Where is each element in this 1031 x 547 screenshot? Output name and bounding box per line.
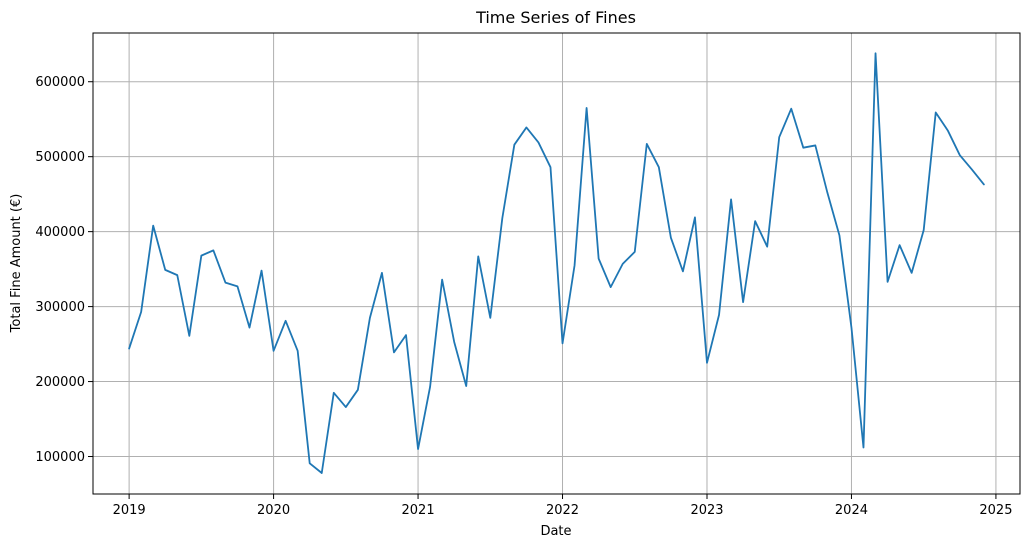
data-point bbox=[911, 272, 913, 274]
series-line bbox=[128, 52, 985, 474]
data-point bbox=[610, 286, 612, 288]
data-point bbox=[670, 237, 672, 239]
data-point bbox=[838, 234, 840, 236]
x-axis-label: Date bbox=[540, 524, 571, 539]
y-tick-label: 500000 bbox=[35, 150, 85, 165]
data-point bbox=[212, 249, 214, 251]
chart-title: Time Series of Fines bbox=[475, 8, 636, 27]
data-point bbox=[706, 362, 708, 364]
data-point bbox=[935, 111, 937, 113]
x-tick-label: 2024 bbox=[835, 503, 868, 518]
data-point bbox=[128, 348, 130, 350]
data-point bbox=[682, 270, 684, 272]
y-tick-label: 100000 bbox=[35, 450, 85, 465]
x-tick-label: 2022 bbox=[546, 503, 579, 518]
y-axis-label: Total Fine Amount (€) bbox=[9, 194, 24, 334]
data-point bbox=[393, 351, 395, 353]
data-point bbox=[778, 136, 780, 138]
data-point bbox=[525, 126, 527, 128]
data-point bbox=[862, 447, 864, 449]
data-point bbox=[598, 258, 600, 260]
data-point bbox=[224, 282, 226, 284]
data-point bbox=[875, 52, 877, 54]
data-point bbox=[742, 301, 744, 303]
data-point bbox=[718, 314, 720, 316]
data-point bbox=[441, 279, 443, 281]
data-point bbox=[754, 220, 756, 222]
x-tick-label: 2025 bbox=[979, 503, 1012, 518]
data-point bbox=[814, 144, 816, 146]
data-point bbox=[453, 341, 455, 343]
data-point bbox=[200, 255, 202, 257]
data-point bbox=[188, 335, 190, 337]
y-tick-label: 600000 bbox=[35, 75, 85, 90]
data-point bbox=[694, 216, 696, 218]
plot-frame bbox=[92, 32, 1021, 495]
data-point bbox=[899, 244, 901, 246]
data-point bbox=[622, 263, 624, 265]
data-point bbox=[381, 272, 383, 274]
data-point bbox=[549, 166, 551, 168]
data-point bbox=[152, 225, 154, 227]
data-point bbox=[959, 154, 961, 156]
data-point bbox=[297, 350, 299, 352]
x-tick-label: 2021 bbox=[402, 503, 435, 518]
ticks: 2019 2020 2021 2022 2023 2024 2025 100000 200000… bbox=[35, 75, 1012, 518]
data-point bbox=[249, 327, 251, 329]
data-point bbox=[489, 317, 491, 319]
data-point bbox=[164, 269, 166, 271]
data-point bbox=[417, 448, 419, 450]
data-point bbox=[802, 147, 804, 149]
data-point bbox=[983, 183, 985, 185]
data-point bbox=[309, 462, 311, 464]
data-point bbox=[971, 168, 973, 170]
data-point bbox=[766, 246, 768, 248]
data-point bbox=[140, 311, 142, 313]
data-point bbox=[574, 264, 576, 266]
data-point bbox=[790, 108, 792, 110]
series-layer bbox=[128, 52, 985, 474]
data-point bbox=[176, 274, 178, 276]
data-point bbox=[586, 107, 588, 109]
data-point bbox=[429, 386, 431, 388]
data-point bbox=[321, 472, 323, 474]
data-point bbox=[261, 270, 263, 272]
data-point bbox=[826, 192, 828, 194]
y-tick-label: 300000 bbox=[35, 300, 85, 315]
data-point bbox=[923, 229, 925, 231]
x-tick-label: 2019 bbox=[113, 503, 146, 518]
y-tick-label: 200000 bbox=[35, 375, 85, 390]
data-point bbox=[730, 198, 732, 200]
data-point bbox=[947, 129, 949, 131]
x-tick-label: 2023 bbox=[690, 503, 723, 518]
data-point bbox=[405, 334, 407, 336]
data-point bbox=[273, 350, 275, 352]
grid bbox=[93, 33, 1020, 494]
x-tick-label: 2020 bbox=[257, 503, 290, 518]
data-point bbox=[477, 255, 479, 257]
data-point bbox=[887, 281, 889, 283]
data-point bbox=[465, 385, 467, 387]
data-point bbox=[357, 389, 359, 391]
data-point bbox=[501, 217, 503, 219]
data-point bbox=[646, 143, 648, 145]
data-point bbox=[658, 166, 660, 168]
data-point bbox=[634, 251, 636, 253]
data-point bbox=[285, 320, 287, 322]
data-point bbox=[562, 342, 564, 344]
data-point bbox=[850, 327, 852, 329]
data-point bbox=[369, 317, 371, 319]
data-point bbox=[345, 406, 347, 408]
y-tick-label: 400000 bbox=[35, 225, 85, 240]
data-point bbox=[513, 144, 515, 146]
data-point bbox=[236, 285, 238, 287]
data-point bbox=[537, 141, 539, 143]
data-point bbox=[333, 392, 335, 394]
